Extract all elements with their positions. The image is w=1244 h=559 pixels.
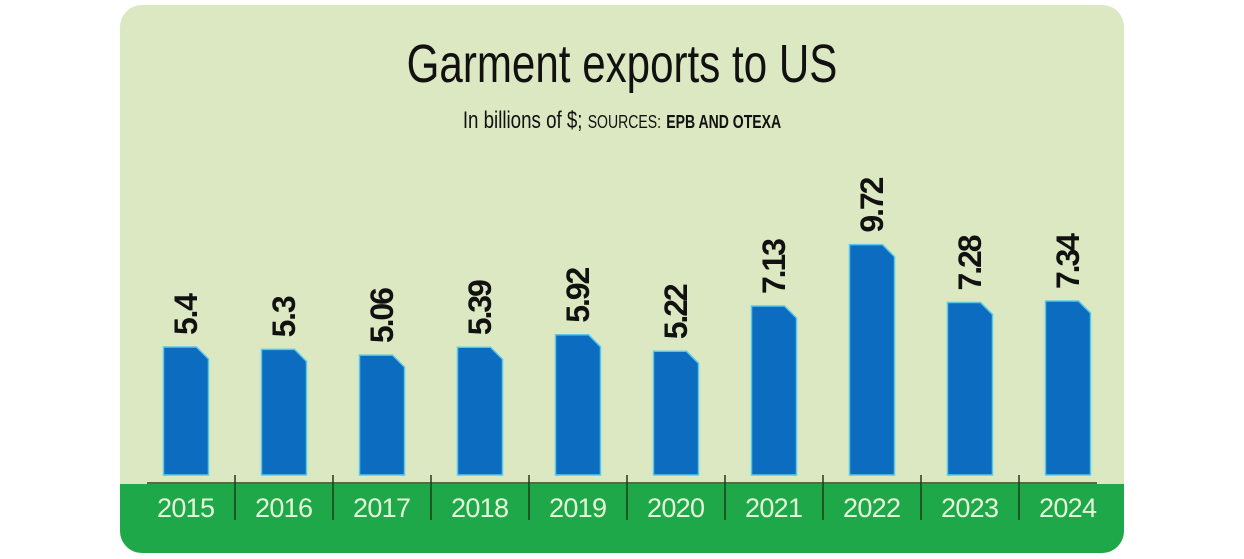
x-tick-label-2020: 2020: [647, 493, 705, 523]
value-label-2024: 7.34: [1050, 233, 1086, 289]
x-tick-label-2021: 2021: [745, 493, 803, 523]
value-label-2020: 5.22: [658, 283, 694, 339]
bar-2017: [358, 354, 406, 476]
bar-2019: [554, 333, 602, 476]
bar-2016: [260, 348, 308, 476]
chart-subtitle: In billions of $; SOURCES: EPB AND OTEXA: [230, 109, 1013, 133]
bar-2024: [1044, 300, 1092, 476]
subtitle-sources-label: SOURCES:: [587, 112, 662, 132]
subtitle-sources: EPB AND OTEXA: [666, 112, 782, 132]
bar-2015: [162, 346, 210, 476]
bar-chart: 5.4 2015 5.3 2016 5.06 2017 5.39 2018 5.92 2019 5.…: [147, 177, 1097, 523]
value-label-2017: 5.06: [364, 287, 400, 343]
value-label-2019: 5.92: [560, 267, 596, 323]
value-label-2023: 7.28: [952, 234, 988, 290]
subtitle-unit: In billions of $;: [462, 107, 583, 134]
x-tick-label-2019: 2019: [549, 493, 607, 523]
x-tick-label-2018: 2018: [451, 493, 509, 523]
chart-card: Garment exports to US In billions of $; …: [120, 5, 1124, 553]
x-tick-label-2024: 2024: [1039, 493, 1097, 523]
x-tick-label-2023: 2023: [941, 493, 999, 523]
bar-2018: [456, 346, 504, 476]
x-tick-label-2017: 2017: [353, 493, 411, 523]
value-label-2021: 7.13: [756, 238, 792, 294]
bar-2020: [652, 350, 700, 476]
bar-2021: [750, 305, 798, 476]
bar-2023: [946, 301, 994, 476]
x-tick-label-2016: 2016: [255, 493, 313, 523]
value-label-2018: 5.39: [462, 279, 498, 335]
x-axis-band: [120, 484, 1124, 553]
bar-2022: [848, 243, 896, 476]
value-label-2022: 9.72: [854, 177, 890, 233]
value-label-2016: 5.3: [266, 295, 302, 337]
x-tick-label-2022: 2022: [843, 493, 901, 523]
x-tick-label-2015: 2015: [157, 493, 215, 523]
chart-title: Garment exports to US: [406, 34, 838, 94]
value-label-2015: 5.4: [168, 293, 204, 335]
